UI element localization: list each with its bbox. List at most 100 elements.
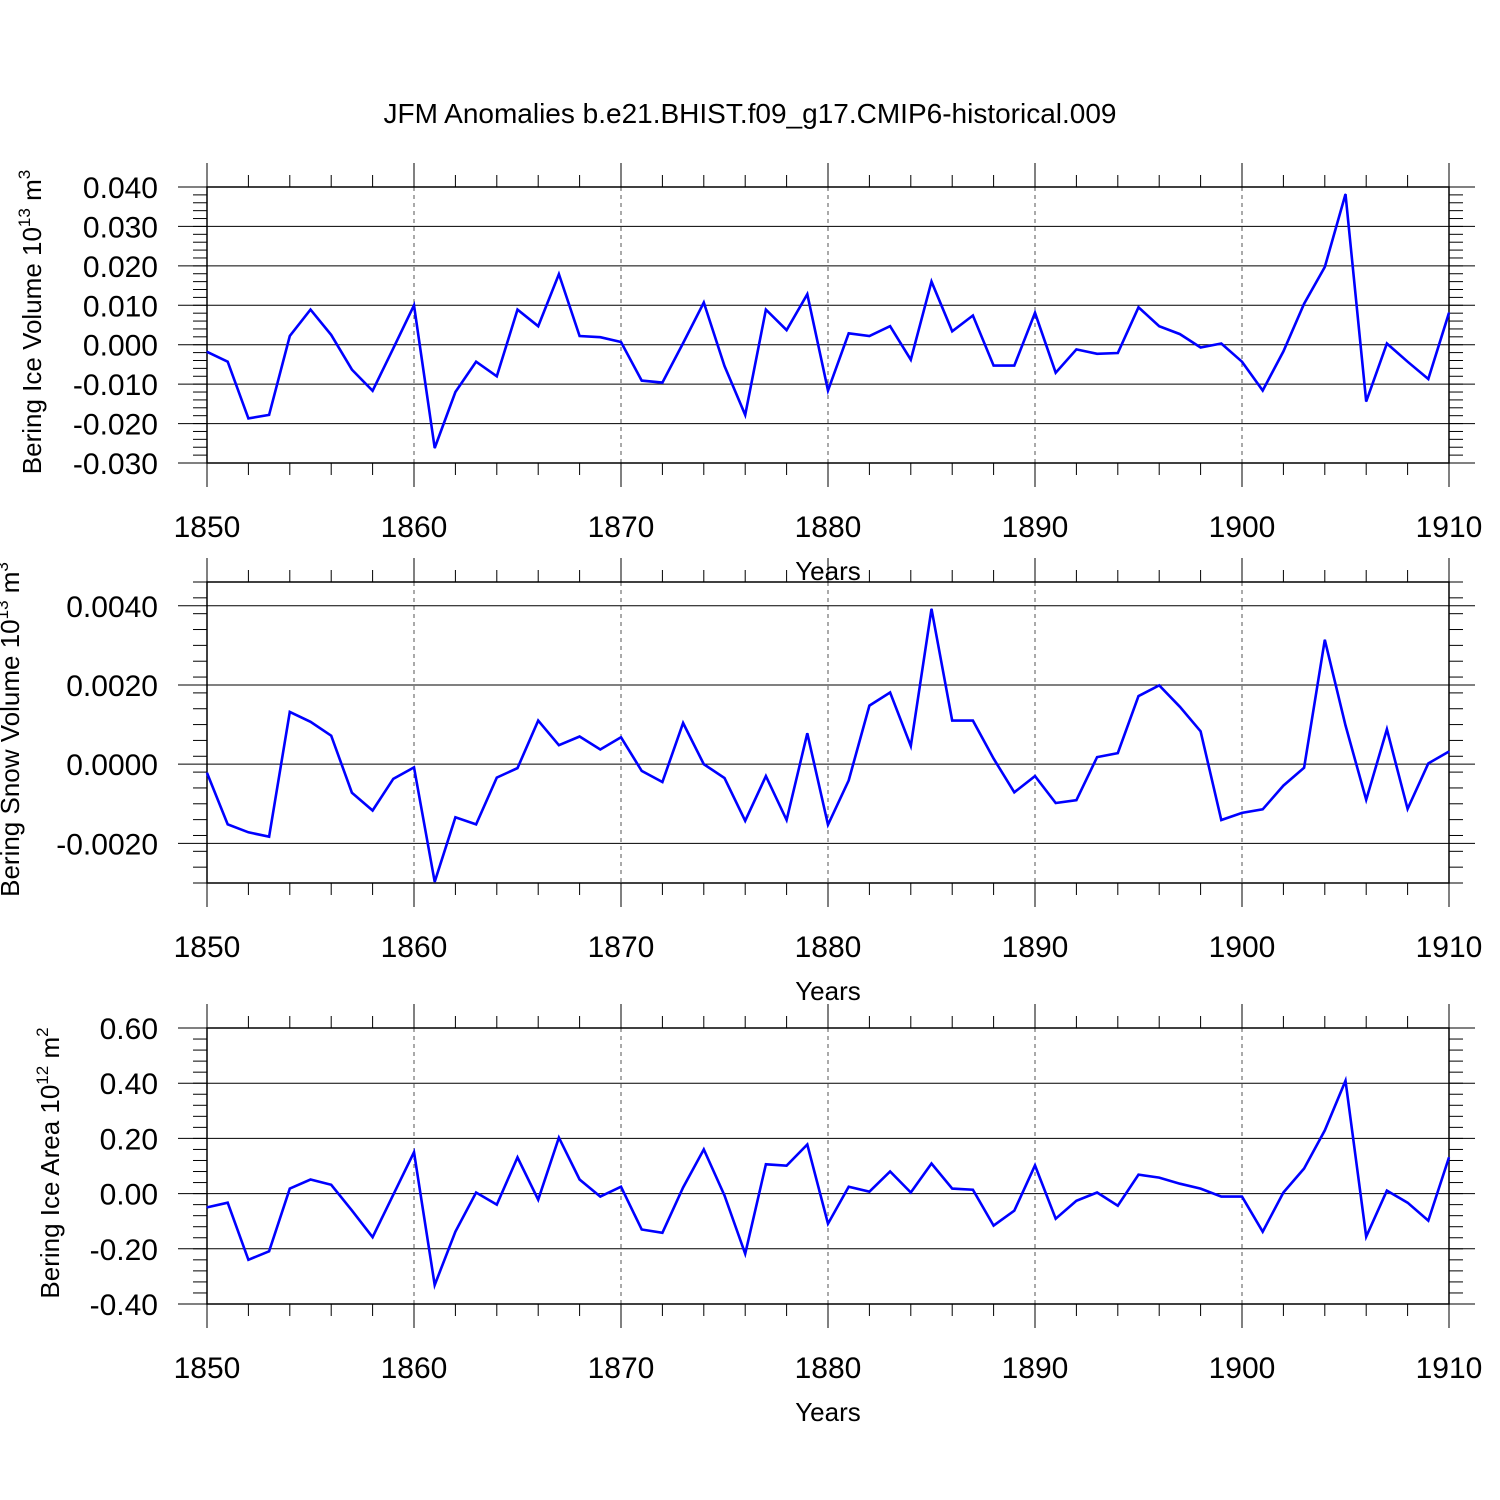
x-tick-label: 1900 — [1209, 511, 1276, 544]
data-point — [475, 823, 477, 825]
data-point — [972, 314, 974, 317]
data-point — [765, 775, 767, 777]
data-point — [1055, 1218, 1057, 1220]
data-point — [1034, 775, 1036, 777]
data-point — [227, 361, 229, 363]
data-point — [206, 351, 208, 353]
data-point — [1324, 1129, 1326, 1131]
plot-frame — [206, 581, 1450, 884]
data-point — [289, 711, 291, 713]
data-point — [330, 334, 332, 336]
data-point — [1200, 346, 1202, 349]
data-point — [1117, 1205, 1119, 1207]
data-point — [1262, 1231, 1264, 1233]
data-point — [1096, 756, 1098, 758]
x-tick-label: 1850 — [174, 511, 241, 544]
data-point — [1448, 312, 1450, 314]
data-point — [1427, 1220, 1429, 1222]
y-axis-label-unit-exponent: 3 — [15, 170, 34, 179]
chart-panel-2: 0.0040 0.0020 0.0000 -0.0020 1850 1860 1870 188… — [0, 558, 1482, 1006]
data-point — [868, 1191, 871, 1193]
chart-panel-1: 0.040 0.030 0.020 0.010 0.000 -0.010 -0.020 -0.… — [15, 163, 1482, 586]
data-point — [1386, 1189, 1388, 1192]
data-point — [496, 777, 498, 779]
data-point — [392, 778, 394, 780]
data-point — [1179, 333, 1181, 335]
data-point — [413, 766, 415, 768]
data-point — [1241, 812, 1243, 814]
data-point — [806, 293, 808, 295]
data-point — [827, 1223, 829, 1225]
data-point — [620, 1186, 622, 1188]
data-point — [682, 1186, 684, 1189]
data-point — [827, 824, 829, 826]
y-axis-label-unit-exponent: 2 — [33, 1027, 52, 1036]
data-point — [206, 772, 208, 774]
data-point — [951, 720, 953, 722]
data-point — [372, 1236, 374, 1238]
data-point — [1303, 1167, 1305, 1170]
data-point — [868, 335, 871, 337]
data-point — [289, 1188, 291, 1190]
y-tick-label: -0.0020 — [56, 828, 158, 861]
data-point — [786, 819, 788, 821]
data-point — [289, 335, 291, 337]
data-point — [579, 1178, 581, 1181]
chart-panel-3: 0.60 0.40 0.20 0.00 -0.20 -0.40 1850 1860 1870 18… — [33, 1004, 1482, 1427]
data-point — [661, 381, 664, 384]
data-point — [703, 301, 705, 304]
plot-frame — [206, 186, 1450, 464]
data-point — [744, 414, 746, 416]
y-axis-label-text: Bering Ice Volume 10 — [17, 227, 47, 474]
data-point — [392, 347, 394, 349]
x-tick-label: 1870 — [588, 1352, 655, 1385]
data-point — [1365, 1236, 1367, 1238]
x-tick-label: 1860 — [381, 1352, 448, 1385]
data-point — [1241, 361, 1243, 363]
data-point — [1034, 1164, 1036, 1167]
data-point — [723, 1194, 726, 1197]
data-point — [1282, 350, 1284, 353]
x-tick-label: 1890 — [1002, 511, 1069, 544]
data-point — [247, 1259, 249, 1261]
x-tick-label: 1880 — [795, 931, 862, 964]
data-point — [1303, 303, 1305, 305]
data-point — [910, 359, 912, 361]
data-point — [1137, 306, 1140, 308]
data-point — [268, 414, 270, 416]
data-point — [1282, 784, 1284, 787]
x-tick-label: 1870 — [588, 511, 655, 544]
data-point — [1324, 266, 1326, 268]
data-point — [351, 368, 353, 371]
y-tick-label: 0.000 — [83, 330, 158, 363]
data-point — [434, 447, 436, 449]
data-point — [889, 1170, 891, 1173]
data-point — [247, 417, 249, 420]
y-tick-label: 0.60 — [100, 1013, 158, 1046]
y-axis-label-exponent: 13 — [15, 208, 34, 227]
data-point — [558, 1136, 560, 1139]
y-axis-label-unit: m — [0, 572, 25, 601]
x-axis-label: Years — [795, 976, 861, 1006]
data-point — [1096, 353, 1098, 355]
data-point — [703, 763, 705, 765]
data-point — [1075, 348, 1077, 351]
x-tick-label: 1880 — [795, 511, 862, 544]
y-axis-label-unit-exponent: 3 — [0, 562, 12, 571]
data-point — [1344, 1080, 1347, 1082]
data-point — [516, 1156, 519, 1159]
data-point — [268, 836, 270, 838]
series-line-1 — [206, 193, 1451, 449]
data-point — [889, 691, 891, 694]
data-point — [1324, 639, 1326, 641]
y-tick-label: 0.010 — [83, 290, 158, 323]
data-point — [599, 1196, 601, 1198]
data-point — [247, 831, 249, 833]
data-point — [641, 770, 643, 772]
data-point — [537, 720, 539, 722]
data-point — [848, 1186, 850, 1188]
data-point — [786, 1165, 788, 1167]
data-point — [1117, 752, 1119, 754]
data-point — [1386, 342, 1388, 345]
y-axis-label-unit: m — [17, 179, 47, 208]
